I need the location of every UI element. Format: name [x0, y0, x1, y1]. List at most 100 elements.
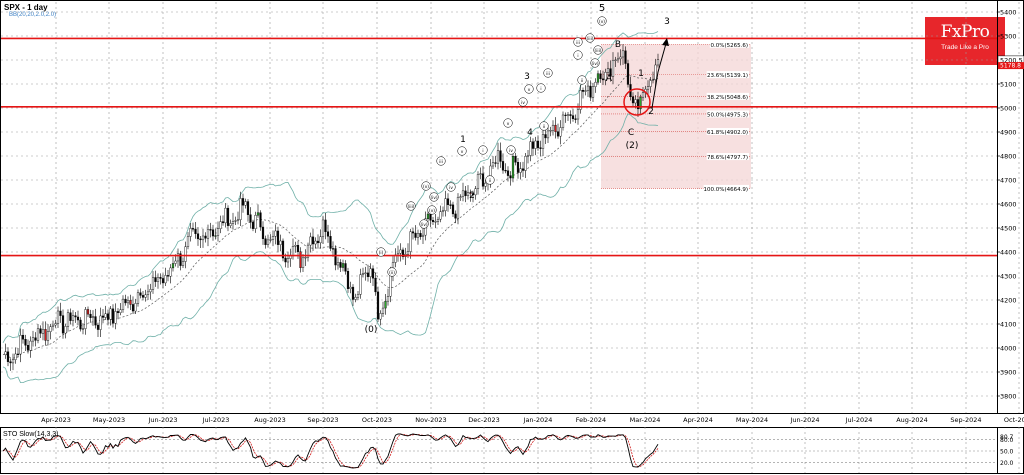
candle-body: [516, 161, 520, 173]
candle-body: [309, 236, 312, 246]
candle-body: [286, 258, 290, 263]
candle-body: [419, 233, 422, 237]
wave-label: 4: [527, 128, 533, 138]
candle-body: [244, 201, 247, 206]
candle-body: [461, 190, 465, 197]
candle-body: [634, 99, 637, 104]
x-tick-label: Sep-2024: [950, 416, 981, 424]
candle-body: [524, 156, 527, 171]
candle-body: [44, 329, 47, 341]
candle-body: [571, 115, 575, 119]
candle-body: [491, 162, 495, 167]
wave-label-small: (v): [429, 208, 435, 214]
wave-label-small: v: [507, 122, 510, 127]
x-tick-label: Dec-2023: [468, 416, 499, 424]
y-tick-label: 4000: [1000, 345, 1017, 353]
x-tick-label: Mar-2024: [630, 416, 661, 424]
candle-body: [14, 353, 17, 360]
wave-label-small: ii: [543, 124, 545, 130]
candle-body: [416, 233, 420, 238]
candle-body: [561, 114, 565, 128]
wave-label: 3: [664, 17, 670, 27]
candle-body: [609, 68, 612, 77]
candle-body: [116, 311, 120, 313]
candle-body: [411, 231, 415, 234]
wave-label-circle: [524, 84, 534, 94]
wave-label-circle: [387, 267, 397, 277]
candle-body: [356, 294, 360, 298]
price-label: 5200.5: [1000, 56, 1023, 64]
candle-body: [256, 212, 260, 216]
wave-label-small: (iv): [420, 222, 427, 228]
wave-label-circle: [478, 145, 488, 155]
candle-body: [34, 337, 37, 341]
fxpro-logo: FxPro Trade Like a Pro: [925, 17, 1005, 65]
candle-body: [441, 210, 445, 212]
candle-body: [426, 213, 430, 219]
candle-body: [279, 240, 282, 245]
candle-body: [31, 337, 35, 342]
candle-body: [566, 114, 570, 116]
candle-body: [144, 294, 147, 298]
candle-body: [221, 221, 225, 224]
candle-body: [9, 361, 12, 364]
candle-body: [76, 316, 80, 321]
candle-body: [246, 201, 250, 215]
wave-label-circle: [590, 58, 600, 68]
fib-label-bg: [709, 40, 749, 48]
bollinger-upper: [2, 31, 659, 343]
candle-body: [556, 131, 560, 137]
wave-label-circle: [506, 145, 516, 155]
candle-body: [454, 213, 457, 219]
x-tick-label: Feb-2024: [576, 416, 606, 424]
logo-tagline: Trade Like a Pro: [941, 44, 989, 51]
candle-body: [136, 292, 140, 304]
candle-body: [199, 238, 202, 241]
wave-label: 3: [524, 72, 530, 82]
y-tick-label: 5300: [1000, 33, 1017, 41]
candle-body: [591, 86, 595, 98]
candle-body: [311, 236, 315, 245]
candle-body: [59, 310, 62, 316]
fib-label-bg: [706, 92, 749, 100]
candle-body: [531, 141, 535, 149]
y-tick-label: 4900: [1000, 129, 1017, 137]
candle-body: [389, 273, 392, 297]
candle-body: [501, 161, 505, 171]
x-tick-label: Jul-2023: [202, 416, 230, 424]
candle-body: [39, 328, 42, 334]
candle-body: [499, 150, 502, 162]
y-tick-label: 4200: [1000, 297, 1017, 305]
wave-label-circle: [457, 146, 467, 156]
candle-body: [449, 204, 452, 206]
candle-body: [194, 228, 197, 234]
y-tick-label: 4600: [1000, 201, 1017, 209]
candle-body: [219, 221, 222, 229]
candle-body: [549, 130, 552, 132]
y-tick-label: 4700: [1000, 177, 1017, 185]
candle-body: [414, 232, 417, 238]
candle-body: [339, 262, 342, 268]
candle-body: [511, 155, 515, 179]
candle-body: [409, 231, 412, 252]
wave-label-small: v: [528, 88, 531, 93]
wave-label-small: i: [482, 148, 483, 154]
candle-body: [184, 246, 187, 262]
candle-body: [336, 262, 340, 266]
candle-body: [564, 114, 567, 116]
wave-label: (0): [365, 325, 378, 335]
candle-body: [166, 275, 170, 277]
candle-body: [251, 221, 255, 229]
candle-body: [229, 223, 232, 226]
fib-label: 0.0%(5265.6): [710, 43, 748, 49]
candle-body: [614, 59, 617, 61]
candle-body: [654, 64, 657, 80]
candle-body: [551, 124, 555, 131]
wave-label-small: iii: [576, 40, 580, 46]
candle-body: [329, 236, 332, 249]
fib-label: 61.8%(4902.0): [707, 130, 748, 136]
candle-body: [649, 80, 652, 87]
y-tick-label: 4300: [1000, 273, 1017, 281]
candle-body: [294, 245, 297, 247]
